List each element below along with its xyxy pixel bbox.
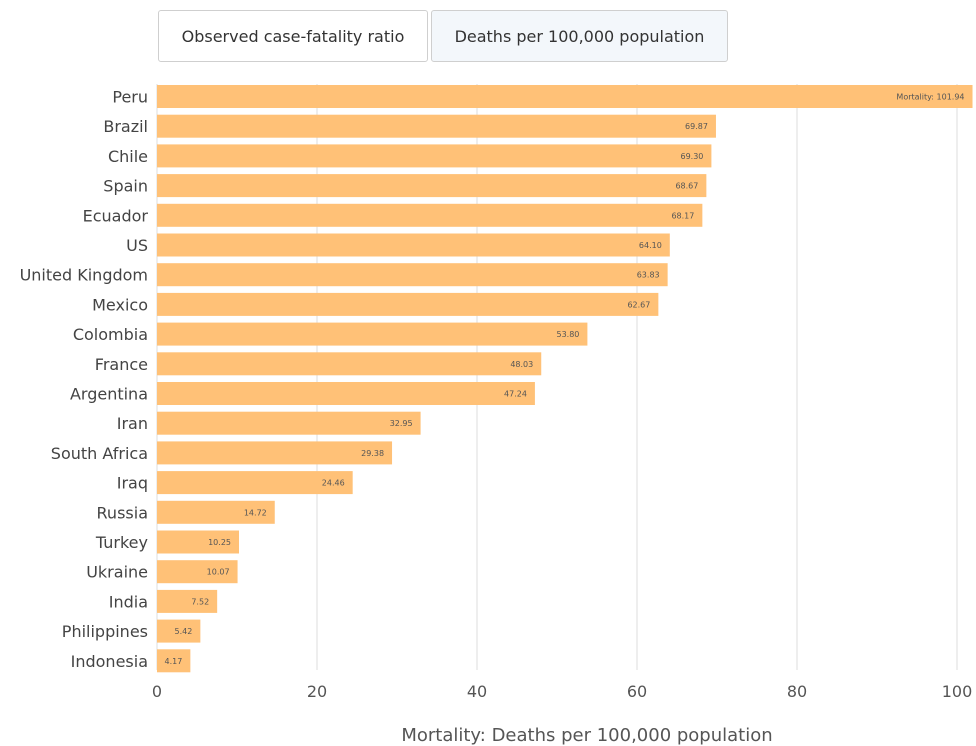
data-label: 14.72: [244, 508, 267, 517]
bar: [157, 500, 275, 524]
category-label: South Africa: [51, 444, 148, 463]
grid-lines: [156, 84, 958, 670]
data-label: 24.46: [322, 479, 345, 488]
category-label: Peru: [112, 88, 148, 107]
data-label: 7.52: [191, 597, 209, 606]
bar: [157, 203, 703, 227]
bar: [157, 144, 712, 168]
data-label: 69.30: [680, 152, 703, 161]
data-label: 10.25: [208, 538, 231, 547]
data-label: 63.83: [637, 271, 660, 280]
data-label: 69.87: [685, 122, 708, 131]
category-label: Mexico: [92, 295, 148, 314]
x-axis-title: Mortality: Deaths per 100,000 population: [401, 725, 772, 746]
category-label: Iraq: [117, 474, 148, 493]
data-label: 47.24: [504, 390, 527, 399]
data-label: Mortality: 101.94: [896, 93, 964, 102]
metric-tabs: Observed case-fatality ratio Deaths per …: [158, 10, 728, 64]
x-tick-label: 40: [467, 682, 487, 701]
x-tick-label: 20: [307, 682, 327, 701]
data-label: 68.17: [671, 211, 694, 220]
bar: [157, 589, 218, 613]
category-label: Argentina: [70, 385, 148, 404]
bar: [157, 174, 707, 198]
x-tick-label: 100: [942, 682, 973, 701]
bar: [157, 530, 239, 554]
data-label: 48.03: [510, 360, 533, 369]
x-axis-ticks: 0 20 40 60 80 100: [152, 682, 972, 701]
tab-deaths-per-100k[interactable]: Deaths per 100,000 population: [431, 10, 728, 62]
data-label: 32.95: [390, 419, 413, 428]
category-label: France: [95, 355, 148, 374]
category-label: United Kingdom: [20, 266, 148, 285]
data-label: 4.17: [165, 657, 183, 666]
bar: [157, 233, 670, 257]
category-label: Spain: [103, 177, 148, 196]
bars: Mortality: 101.94 69.87 69.30 68.67 68.17 64.…: [157, 85, 973, 673]
bar: [157, 649, 191, 673]
bar: [157, 292, 659, 316]
data-label: 64.10: [639, 241, 662, 250]
tab-observed-case-fatality-ratio[interactable]: Observed case-fatality ratio: [158, 10, 428, 62]
category-label: Iran: [117, 414, 148, 433]
bar: [157, 352, 542, 376]
bar: [157, 441, 393, 465]
bar: [157, 85, 973, 108]
data-label: 5.42: [175, 627, 193, 636]
data-label: 62.67: [627, 300, 650, 309]
data-label: 29.38: [361, 449, 384, 458]
bar: [157, 411, 421, 435]
category-label: Philippines: [62, 622, 148, 641]
x-tick-label: 0: [152, 682, 162, 701]
category-label: Russia: [97, 503, 148, 522]
category-labels: Peru Brazil Chile Spain Ecuador US United King…: [20, 88, 149, 671]
category-label: Ukraine: [86, 563, 148, 582]
bar: [157, 471, 353, 495]
category-label: Indonesia: [71, 652, 148, 671]
data-label: 68.67: [675, 182, 698, 191]
bar: [157, 619, 201, 643]
category-label: Brazil: [103, 117, 148, 136]
category-label: Turkey: [95, 533, 148, 552]
data-label: 53.80: [556, 330, 579, 339]
category-label: US: [126, 236, 148, 255]
bar: [157, 263, 668, 287]
x-tick-label: 60: [627, 682, 647, 701]
category-label: Ecuador: [83, 206, 149, 225]
bar: [157, 114, 716, 138]
x-tick-label: 80: [787, 682, 807, 701]
data-label: 10.07: [207, 568, 230, 577]
category-label: Colombia: [73, 325, 148, 344]
category-label: India: [109, 592, 148, 611]
bar: [157, 322, 588, 346]
category-label: Chile: [108, 147, 148, 166]
bar: [157, 382, 535, 405]
bar: [157, 560, 238, 584]
